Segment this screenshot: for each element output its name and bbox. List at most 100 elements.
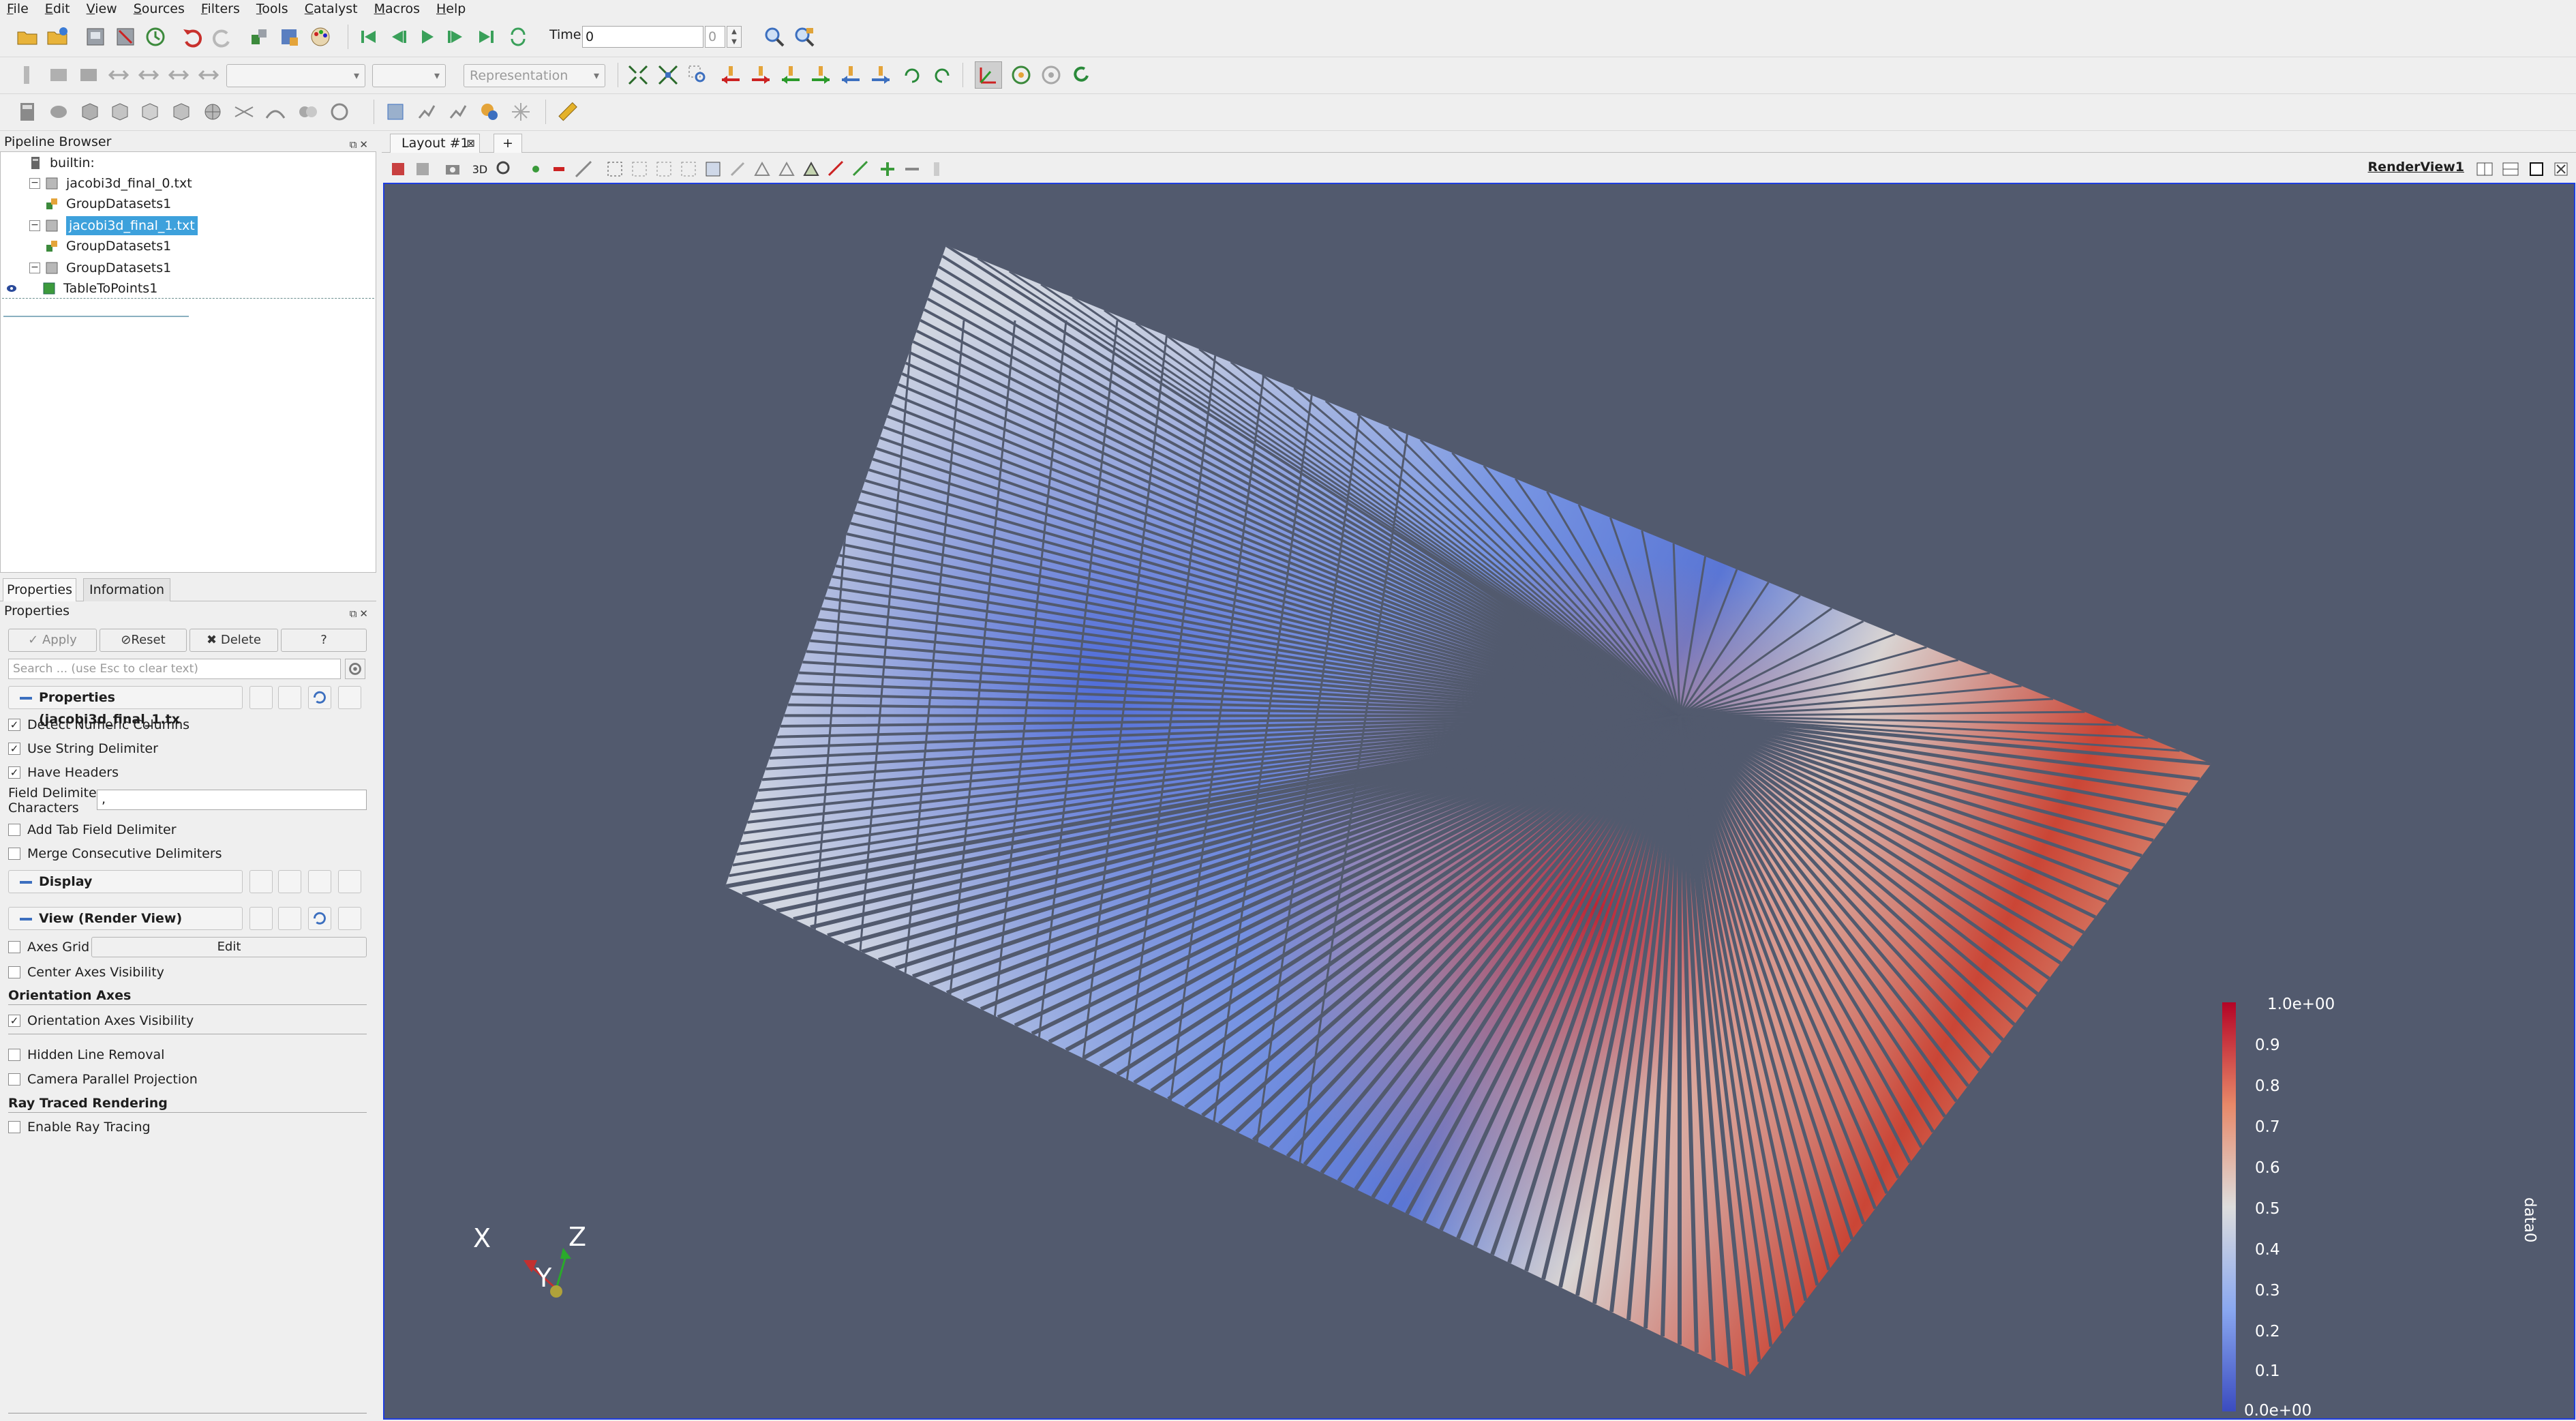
menu-help[interactable]: Help bbox=[436, 1, 466, 16]
extract-subset-icon[interactable] bbox=[168, 98, 195, 125]
connect-icon[interactable] bbox=[82, 23, 109, 50]
add-selection-icon[interactable] bbox=[874, 155, 901, 183]
select-points-icon[interactable] bbox=[522, 155, 549, 183]
paste-icon[interactable] bbox=[278, 686, 301, 709]
properties-search-input[interactable]: Search ... (use Esc to clear text) bbox=[8, 659, 341, 679]
collapse-icon[interactable]: − bbox=[29, 220, 40, 231]
copy-icon[interactable] bbox=[249, 870, 273, 893]
render-view-title[interactable]: RenderView1 bbox=[2367, 160, 2464, 175]
select-points-on-icon[interactable] bbox=[626, 155, 653, 183]
next-frame-icon[interactable] bbox=[443, 23, 470, 50]
pipeline-item-group-1[interactable]: GroupDatasets1 bbox=[44, 194, 171, 213]
spreadsheet-icon[interactable] bbox=[507, 98, 534, 125]
save-defaults-icon[interactable] bbox=[338, 686, 361, 709]
pipeline-item-group-2[interactable]: GroupDatasets1 bbox=[44, 237, 171, 256]
toggle-3d-button[interactable]: 3D bbox=[472, 162, 488, 176]
extract-level-icon[interactable] bbox=[326, 98, 353, 125]
save-screenshot-icon[interactable] bbox=[409, 155, 436, 183]
pipeline-item-jacobi-0[interactable]: jacobi3d_final_0.txt bbox=[44, 174, 192, 193]
zoom-to-data-icon[interactable] bbox=[761, 23, 788, 50]
polygon-select-icon[interactable] bbox=[748, 155, 776, 183]
help-button[interactable]: ? bbox=[281, 629, 367, 652]
field-delimiter-input[interactable]: , bbox=[97, 790, 367, 810]
set-view-minus-x-icon[interactable] bbox=[747, 61, 774, 89]
menu-sources[interactable]: Sources bbox=[133, 1, 185, 16]
menu-catalyst[interactable]: Catalyst bbox=[304, 1, 358, 16]
save-defaults-icon[interactable] bbox=[338, 907, 361, 930]
delete-button[interactable]: ✖ Delete bbox=[190, 629, 278, 652]
copy-icon[interactable] bbox=[249, 907, 273, 930]
warp-vector-icon[interactable] bbox=[262, 98, 289, 125]
apply-button[interactable]: ✓ Apply bbox=[8, 629, 97, 652]
reset-button[interactable]: ⊘Reset bbox=[100, 629, 187, 652]
stream-tracer-icon[interactable] bbox=[230, 98, 258, 125]
glyph-icon[interactable] bbox=[199, 98, 226, 125]
grow-selection-icon[interactable] bbox=[570, 155, 597, 183]
close-icon[interactable]: ⊠ bbox=[466, 137, 475, 149]
pipeline-item-table-to-points[interactable]: TableToPoints1 bbox=[6, 279, 157, 298]
copy-icon[interactable] bbox=[249, 686, 273, 709]
threshold-icon[interactable] bbox=[136, 98, 164, 125]
zoom-closest-icon[interactable] bbox=[791, 23, 818, 50]
merge-delimiters-checkbox[interactable]: Merge Consecutive Delimiters bbox=[8, 845, 222, 863]
section-view[interactable]: View (Render View) bbox=[8, 907, 243, 930]
center-axes-checkbox[interactable]: Center Axes Visibility bbox=[8, 963, 164, 981]
interaction-mode-icon[interactable] bbox=[975, 61, 1002, 89]
axes-grid-checkbox[interactable]: Axes Grid bbox=[8, 938, 89, 956]
set-view-minus-y-icon[interactable] bbox=[807, 61, 834, 89]
plot-data-icon[interactable] bbox=[444, 98, 472, 125]
play-icon[interactable] bbox=[413, 23, 440, 50]
menu-edit[interactable]: Edit bbox=[44, 1, 70, 16]
capture-screenshot-icon[interactable] bbox=[384, 155, 412, 183]
tab-properties[interactable]: Properties bbox=[3, 578, 76, 601]
save-defaults-icon[interactable] bbox=[338, 870, 361, 893]
last-frame-icon[interactable] bbox=[473, 23, 500, 50]
collapse-icon[interactable]: − bbox=[29, 178, 40, 189]
select-cells-on-icon[interactable] bbox=[601, 155, 628, 183]
time-value-field[interactable]: 0 bbox=[582, 26, 703, 48]
save-state-icon[interactable] bbox=[275, 23, 303, 50]
dock-close-icon[interactable]: ⧉✕ bbox=[349, 138, 371, 151]
select-cells-through-icon[interactable] bbox=[650, 155, 678, 183]
advanced-settings-icon[interactable] bbox=[345, 659, 365, 679]
palette-icon[interactable] bbox=[307, 23, 334, 50]
set-view-plus-x-icon[interactable] bbox=[717, 61, 744, 89]
open-icon[interactable] bbox=[14, 23, 41, 50]
dock-close-icon[interactable]: ⧉✕ bbox=[349, 608, 371, 620]
maximize-icon[interactable] bbox=[2523, 155, 2550, 183]
menu-tools[interactable]: Tools bbox=[256, 1, 288, 16]
time-step-spinner[interactable]: ▲ ▼ bbox=[727, 26, 742, 48]
axes-grid-edit-button[interactable]: Edit bbox=[91, 937, 367, 957]
hover-cells-icon[interactable] bbox=[822, 155, 849, 183]
clear-selection-icon[interactable] bbox=[545, 155, 573, 183]
render-view[interactable]: 1.0e+00 0.9 0.8 0.7 0.6 0.5 0.4 0.3 0.2 … bbox=[383, 183, 2575, 1420]
camera-parallel-checkbox[interactable]: Camera Parallel Projection bbox=[8, 1071, 198, 1088]
auto-apply-icon[interactable] bbox=[142, 23, 169, 50]
color-by-select[interactable] bbox=[226, 64, 365, 87]
collapse-icon[interactable]: − bbox=[29, 263, 40, 273]
use-string-delimiter-checkbox[interactable]: ✓ Use String Delimiter bbox=[8, 740, 158, 758]
restore-icon[interactable] bbox=[308, 686, 331, 709]
hover-points-icon[interactable] bbox=[798, 155, 825, 183]
loop-icon[interactable] bbox=[504, 23, 532, 50]
ruler-icon[interactable] bbox=[554, 98, 581, 125]
component-select[interactable] bbox=[372, 64, 446, 87]
undo-icon[interactable] bbox=[179, 23, 206, 50]
tab-information[interactable]: Information bbox=[83, 578, 170, 601]
reset-center-icon[interactable] bbox=[1067, 61, 1095, 89]
split-vertical-icon[interactable] bbox=[2497, 155, 2524, 183]
rotate-center-icon[interactable] bbox=[1037, 61, 1065, 89]
previous-frame-icon[interactable] bbox=[383, 23, 410, 50]
calculator-icon[interactable] bbox=[14, 98, 41, 125]
time-step-field[interactable]: 0 bbox=[705, 26, 725, 48]
subtract-selection-icon[interactable] bbox=[898, 155, 926, 183]
reset-camera-icon[interactable] bbox=[624, 61, 652, 89]
add-layout-tab[interactable]: + bbox=[494, 134, 522, 153]
representation-select[interactable]: Representation bbox=[464, 64, 605, 87]
rotate-plus-90-icon[interactable] bbox=[898, 61, 926, 89]
first-frame-icon[interactable] bbox=[354, 23, 382, 50]
hidden-line-removal-checkbox[interactable]: Hidden Line Removal bbox=[8, 1046, 164, 1064]
add-tab-delimiter-checkbox[interactable]: Add Tab Field Delimiter bbox=[8, 821, 177, 839]
pipeline-item-jacobi-1[interactable]: jacobi3d_final_1.txt bbox=[44, 216, 198, 235]
recent-open-icon[interactable] bbox=[44, 23, 71, 50]
